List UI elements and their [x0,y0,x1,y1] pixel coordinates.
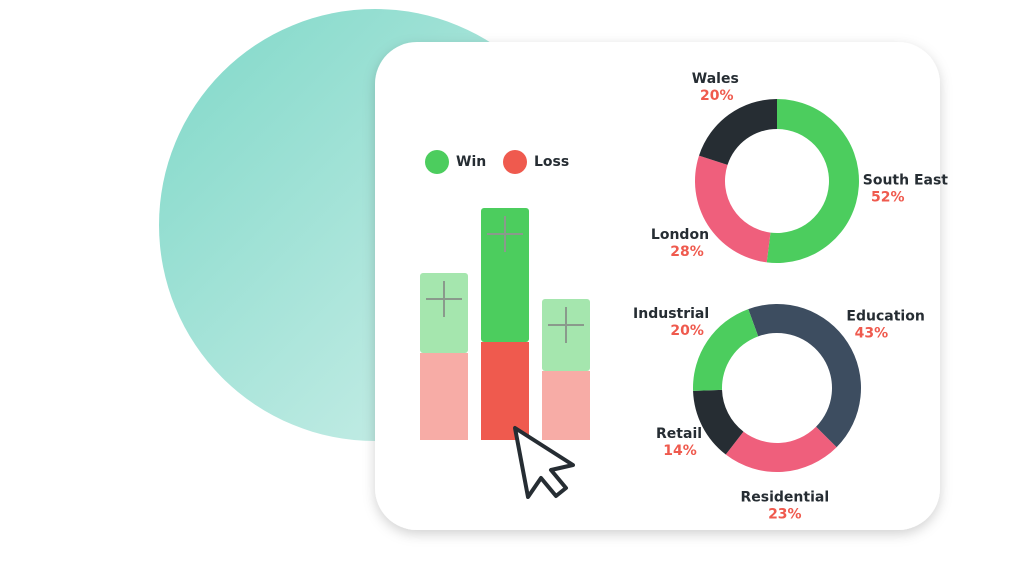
bar-segment [481,208,529,342]
slice-value: 14% [663,443,697,459]
slice-value: 20% [670,323,704,339]
bar-segment [542,371,590,440]
slice-label: London [651,227,709,243]
donut-slice [766,99,860,263]
slice-label: Retail [656,426,702,442]
slice-label: Education [846,308,924,324]
slice-label: Industrial [633,306,709,322]
legend-swatch [425,150,449,174]
slice-label: Residential [741,490,830,506]
legend-label: Win [456,154,486,170]
plus-icon [487,216,523,252]
slice-value: 43% [855,325,889,341]
donut-slice [748,304,861,448]
plus-icon [548,307,584,343]
donut-slice [725,426,837,472]
cursor [513,426,575,499]
legend-label: Loss [534,154,569,170]
plus-icon [426,281,462,317]
donut-slice [693,389,744,455]
donut-slice [692,309,759,391]
bar-segment [420,353,468,440]
slice-label: Wales [692,71,739,87]
donut-slice [699,99,777,165]
slice-value: 20% [700,88,734,104]
bar-segment [481,342,529,440]
slice-label: South East [863,172,949,188]
donut-slice [695,155,771,263]
slice-value: 23% [768,507,802,523]
slice-value: 52% [871,189,905,205]
legend-swatch [503,150,527,174]
slice-value: 28% [670,244,704,260]
